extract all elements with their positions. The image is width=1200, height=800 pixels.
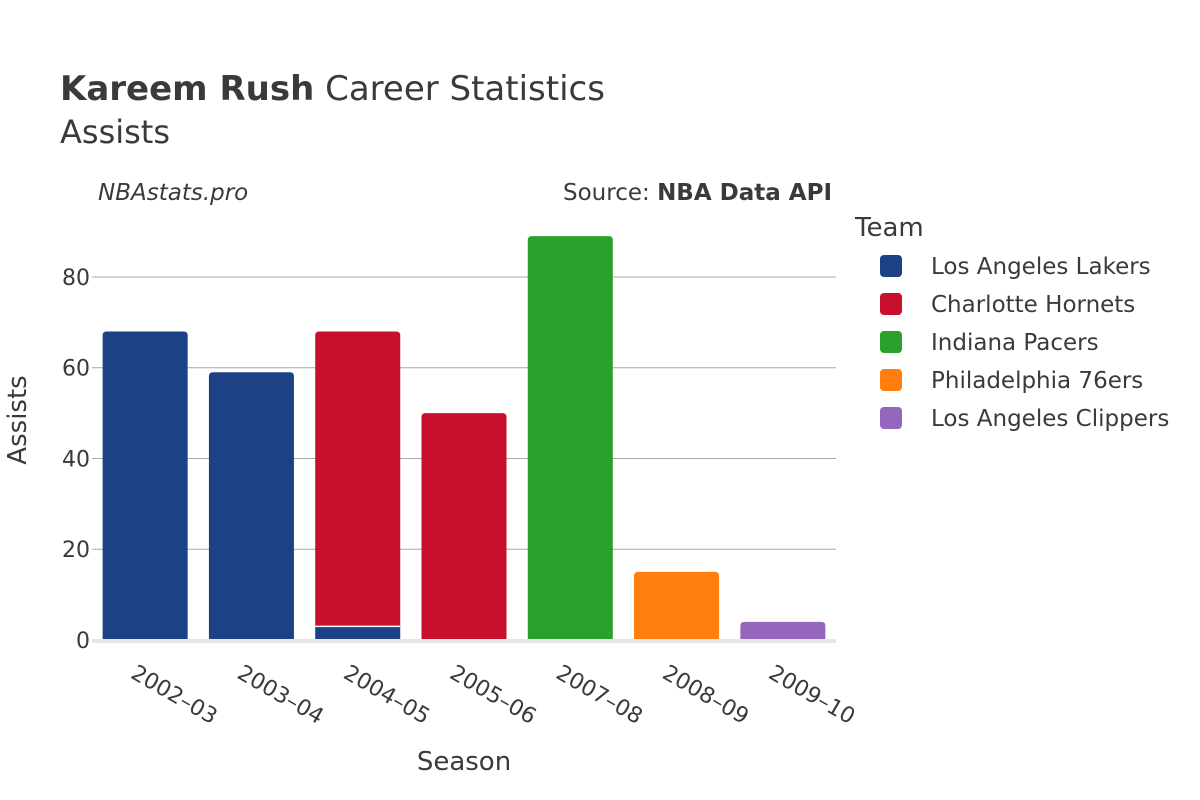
source-value: NBA Data API xyxy=(657,180,832,206)
bar-indiana-pacers-2007–08 xyxy=(527,236,613,640)
x-tick-label: 2004–05 xyxy=(339,661,434,730)
y-tick-label: 40 xyxy=(62,447,90,472)
title-player: Kareem Rush xyxy=(60,69,314,109)
y-axis-title: Assists xyxy=(3,375,33,464)
legend-label: Indiana Pacers xyxy=(931,330,1099,356)
legend-items: Los Angeles Lakers Charlotte Hornets India… xyxy=(880,254,1169,432)
bar-los-angeles-lakers-2004–05 xyxy=(315,626,401,640)
legend-item[interactable]: Los Angeles Lakers xyxy=(880,254,1151,280)
legend-title: Team xyxy=(854,213,924,243)
bar-los-angeles-lakers-2002–03 xyxy=(102,331,188,640)
legend-swatch xyxy=(880,369,902,391)
legend-item[interactable]: Philadelphia 76ers xyxy=(880,368,1143,394)
bar-layer xyxy=(102,236,826,640)
legend-label: Los Angeles Lakers xyxy=(931,254,1151,280)
y-tick-label: 60 xyxy=(62,357,90,382)
legend-label: Charlotte Hornets xyxy=(931,292,1135,318)
bar-los-angeles-clippers-2009–10 xyxy=(740,621,826,640)
bar-charlotte-hornets-2004–05 xyxy=(315,331,401,628)
y-tick-label: 80 xyxy=(62,266,90,291)
source-label: Source: xyxy=(563,180,657,206)
legend-item[interactable]: Charlotte Hornets xyxy=(880,292,1135,318)
bar-segment xyxy=(421,413,507,640)
bar-segment xyxy=(208,372,294,640)
bar-segment xyxy=(315,626,401,640)
legend: Team Los Angeles Lakers Charlotte Hornets… xyxy=(854,213,1169,432)
bar-segment xyxy=(527,236,613,640)
x-tick-label: 2008–09 xyxy=(658,661,753,730)
bar-segment xyxy=(740,621,826,640)
legend-swatch xyxy=(880,293,902,315)
legend-item[interactable]: Los Angeles Clippers xyxy=(880,406,1169,432)
bar-charlotte-hornets-2005–06 xyxy=(421,413,507,640)
chart-subtitle: Assists xyxy=(60,113,170,151)
site-credit: NBAstats.pro xyxy=(98,180,248,206)
bar-philadelphia-76ers-2008–09 xyxy=(634,571,720,640)
legend-swatch xyxy=(880,407,902,429)
x-tick-label: 2005–06 xyxy=(445,661,540,730)
bar-segment xyxy=(315,331,401,627)
x-tick-label: 2009–10 xyxy=(764,661,859,730)
legend-label: Philadelphia 76ers xyxy=(931,368,1143,394)
title-rest: Career Statistics xyxy=(314,69,605,109)
x-tick-label: 2003–04 xyxy=(233,661,328,730)
legend-label: Los Angeles Clippers xyxy=(931,406,1169,432)
x-axis-title: Season xyxy=(417,747,511,777)
legend-swatch xyxy=(880,331,902,353)
x-tick-label: 2002–03 xyxy=(127,661,222,730)
bar-segment xyxy=(634,571,720,640)
bar-segment xyxy=(102,331,188,640)
legend-swatch xyxy=(880,255,902,277)
bar-los-angeles-lakers-2003–04 xyxy=(208,372,294,640)
y-tick-label: 0 xyxy=(76,629,90,654)
legend-item[interactable]: Indiana Pacers xyxy=(880,330,1099,356)
x-tick-label: 2007–08 xyxy=(552,661,647,730)
chart-title: Kareem Rush Career Statistics xyxy=(60,69,605,109)
y-tick-label: 20 xyxy=(62,538,90,563)
source-note: Source: NBA Data API xyxy=(563,180,832,206)
